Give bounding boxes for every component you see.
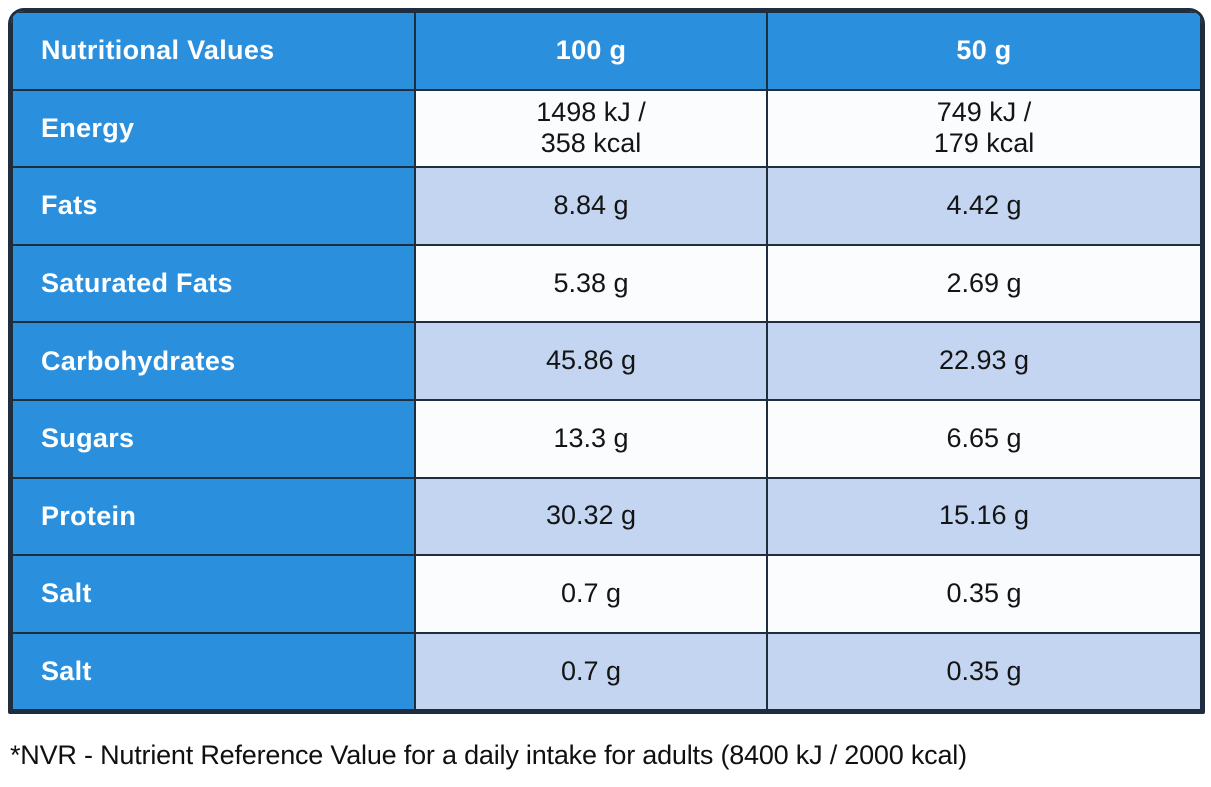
column-header-100g: 100 g [414, 11, 768, 91]
value-100g-cell: 30.32 g [414, 476, 768, 557]
value-50g-cell: 4.42 g [766, 166, 1202, 246]
row-label: Salt [11, 631, 417, 712]
value-100g-cell: 0.7 g [414, 554, 768, 634]
value-50g-cell: 15.16 g [766, 476, 1202, 557]
nutrition-table: Nutritional Values 100 g 50 g Energy 149… [8, 8, 1205, 715]
value-50g-cell: 0.35 g [766, 631, 1202, 712]
row-salt: Salt 0.7 g 0.35 g [11, 554, 1202, 634]
row-salt-2: Salt 0.7 g 0.35 g [11, 631, 1202, 712]
row-label: Protein [11, 476, 417, 557]
row-label: Salt [11, 554, 417, 634]
table-title: Nutritional Values [11, 11, 417, 91]
value-100g-cell: 0.7 g [414, 631, 768, 712]
value-50g-cell: 2.69 g [766, 243, 1202, 324]
row-sugars: Sugars 13.3 g 6.65 g [11, 398, 1202, 479]
row-fats: Fats 8.84 g 4.42 g [11, 166, 1202, 246]
nvr-footnote: *NVR - Nutrient Reference Value for a da… [10, 740, 967, 770]
header-row: Nutritional Values 100 g 50 g [11, 11, 1202, 91]
value-100g-cell: 5.38 g [414, 243, 768, 324]
value-100g-cell: 8.84 g [414, 166, 768, 246]
value-100g-cell: 45.86 g [414, 321, 768, 401]
row-label: Saturated Fats [11, 243, 417, 324]
value-50g-cell: 0.35 g [766, 554, 1202, 634]
value-50g-cell: 749 kJ / 179 kcal [766, 88, 1202, 169]
row-protein: Protein 30.32 g 15.16 g [11, 476, 1202, 557]
value-100g-cell: 1498 kJ / 358 kcal [414, 88, 768, 169]
value-50g-cell: 6.65 g [766, 398, 1202, 479]
column-header-50g: 50 g [766, 11, 1202, 91]
value-100g-cell: 13.3 g [414, 398, 768, 479]
row-saturated-fats: Saturated Fats 5.38 g 2.69 g [11, 243, 1202, 324]
row-label: Energy [11, 88, 417, 169]
value-50g-cell: 22.93 g [766, 321, 1202, 401]
nutrition-values-table: Nutritional Values 100 g 50 g Energy 149… [11, 11, 1202, 712]
row-label: Sugars [11, 398, 417, 479]
row-label: Carbohydrates [11, 321, 417, 401]
row-carbohydrates: Carbohydrates 45.86 g 22.93 g [11, 321, 1202, 401]
row-energy: Energy 1498 kJ / 358 kcal 749 kJ / 179 k… [11, 88, 1202, 169]
row-label: Fats [11, 166, 417, 246]
